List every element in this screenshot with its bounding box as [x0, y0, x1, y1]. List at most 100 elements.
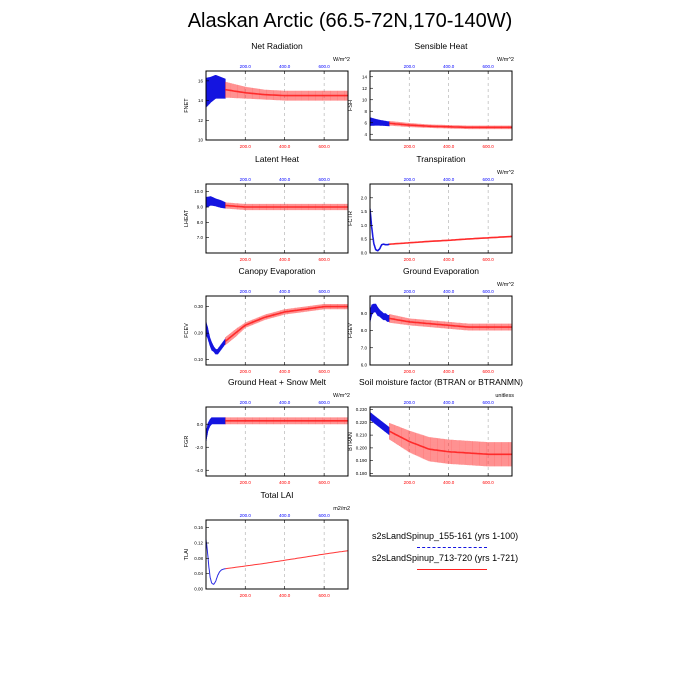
y-tick-label: 0.180 — [356, 471, 368, 476]
x-tick-label-top: 200.0 — [404, 177, 416, 182]
y-tick-label: 0.210 — [356, 433, 368, 438]
x-tick-label-top: 200.0 — [404, 289, 416, 294]
x-tick-label-bottom: 600.0 — [483, 257, 495, 262]
x-tick-label-bottom: 400.0 — [279, 480, 291, 485]
x-tick-label-top: 200.0 — [240, 177, 252, 182]
panel-title: Ground Heat + Snow Melt — [228, 377, 327, 387]
series-1-line — [206, 85, 226, 94]
x-tick-label-top: 200.0 — [404, 400, 416, 405]
y-tick-label: 0.220 — [356, 420, 368, 425]
x-tick-label-bottom: 200.0 — [404, 369, 416, 374]
panel-unit: W/m^2 — [497, 282, 514, 288]
x-tick-label-top: 400.0 — [443, 177, 455, 182]
x-tick-label-bottom: 600.0 — [319, 593, 331, 598]
y-tick-label: 7.0 — [197, 235, 204, 240]
x-tick-label-top: 400.0 — [279, 400, 291, 405]
y-tick-label: 0.04 — [194, 571, 203, 576]
x-tick-label-top: 400.0 — [279, 513, 291, 518]
panel-data — [206, 417, 348, 443]
y-tick-label: 10 — [362, 97, 368, 102]
x-tick-label-top: 600.0 — [483, 177, 495, 182]
series-2-line — [225, 305, 348, 342]
panel-8: 0.180 0.190 0.200 0.210 0.220 0.230 200.0 400.0… — [348, 377, 523, 485]
panel-data — [206, 75, 348, 108]
x-tick-label-top: 400.0 — [279, 64, 291, 69]
x-tick-label-bottom: 200.0 — [404, 480, 416, 485]
y-tick-label: 0.230 — [356, 407, 368, 412]
y-tick-label: 0.5 — [361, 237, 368, 242]
x-tick-label-bottom: 200.0 — [240, 144, 252, 149]
panel-2: 4 6 8 10 12 14 200.0 400.0 600.0 200.0 400.0 600.0 S… — [348, 41, 514, 149]
y-tick-label: 0.10 — [194, 357, 203, 362]
legend-label-run1: s2sLandSpinup_155-161 (yrs 1-100) — [372, 531, 519, 541]
series-2-line — [225, 88, 348, 97]
y-tick-label: 6.0 — [361, 363, 368, 368]
panel-data — [206, 196, 348, 211]
panel-unit: m2/m2 — [333, 506, 350, 512]
y-tick-label: 0.16 — [194, 525, 203, 530]
x-tick-label-top: 600.0 — [483, 400, 495, 405]
panel-data — [370, 412, 512, 467]
x-tick-label-bottom: 200.0 — [240, 480, 252, 485]
legend-swatch-run1 — [417, 547, 487, 548]
panel-ylabel: LHEAT — [184, 209, 190, 227]
panel-unit: W/m^2 — [497, 170, 514, 176]
x-tick-label-top: 400.0 — [443, 400, 455, 405]
y-tick-label: 0.200 — [356, 445, 368, 450]
panel-title: Latent Heat — [255, 154, 300, 164]
panel-unit: W/m^2 — [333, 57, 350, 63]
panel-ylabel: FSH — [348, 100, 354, 111]
panel-ylabel: FNET — [184, 98, 190, 113]
x-tick-label-top: 600.0 — [319, 177, 331, 182]
panel-frame — [205, 295, 349, 366]
panel-unit: W/m^2 — [497, 57, 514, 63]
y-tick-label: 8.0 — [197, 220, 204, 225]
series-1-line — [370, 120, 390, 125]
panel-title: Net Radiation — [251, 41, 303, 51]
panel-5: 0.10 0.20 0.30 200.0 400.0 600.0 200.0 400.0 600… — [184, 266, 349, 374]
panel-7: -4.0 -2.0 0.0 200.0 400.0 600.0 200.0 400.0 600.… — [184, 377, 350, 485]
panel-data — [206, 304, 348, 355]
panel-title: Transpiration — [416, 154, 466, 164]
y-tick-label: 0.08 — [194, 556, 203, 561]
x-tick-label-top: 400.0 — [443, 64, 455, 69]
panel-title: Canopy Evaporation — [238, 266, 315, 276]
legend-swatch-run2 — [417, 569, 487, 570]
series-2-line — [225, 550, 348, 570]
y-tick-label: -2.0 — [195, 445, 203, 450]
panel-ylabel: FGR — [184, 436, 190, 448]
figure-title: Alaskan Arctic (66.5-72N,170-140W) — [187, 10, 513, 32]
panel-frame — [369, 406, 513, 477]
legend: s2sLandSpinup_155-161 (yrs 1-100) s2sLan… — [372, 531, 532, 575]
panel-ylabel: TLAI — [184, 548, 190, 560]
x-tick-label-top: 600.0 — [483, 64, 495, 69]
series-2-line — [225, 204, 348, 208]
x-tick-label-top: 400.0 — [279, 177, 291, 182]
x-tick-label-top: 600.0 — [319, 513, 331, 518]
x-tick-label-bottom: 400.0 — [279, 257, 291, 262]
series-2-line — [389, 430, 512, 456]
series-2-line — [389, 122, 512, 129]
y-tick-label: 14 — [198, 98, 204, 103]
y-tick-label: 12 — [198, 118, 204, 123]
x-tick-label-top: 400.0 — [443, 289, 455, 294]
x-tick-label-bottom: 600.0 — [483, 369, 495, 374]
panel-data — [370, 303, 512, 331]
panel-ylabel: FCEV — [184, 323, 190, 338]
panel-frame — [205, 70, 349, 141]
series-2-cycle — [225, 81, 348, 101]
panel-4: 0.0 0.5 1.0 1.5 2.0 200.0 400.0 600.0 200.0 400.0… — [348, 154, 514, 262]
x-tick-label-bottom: 200.0 — [240, 593, 252, 598]
y-tick-label: 2.0 — [361, 195, 368, 200]
y-tick-label: 0.12 — [194, 541, 203, 546]
panel-6: 6.0 7.0 8.0 9.0 200.0 400.0 600.0 200.0 400.0 600… — [348, 266, 514, 374]
x-tick-label-bottom: 400.0 — [443, 257, 455, 262]
x-tick-label-top: 200.0 — [404, 64, 416, 69]
x-tick-label-bottom: 400.0 — [279, 144, 291, 149]
y-tick-label: 9.0 — [361, 311, 368, 316]
panel-frame — [205, 519, 349, 590]
panel-9: 0.00 0.04 0.08 0.12 0.16 200.0 400.0 600.0 200.0… — [184, 490, 350, 598]
y-tick-label: 16 — [198, 78, 204, 83]
x-tick-label-top: 200.0 — [240, 400, 252, 405]
